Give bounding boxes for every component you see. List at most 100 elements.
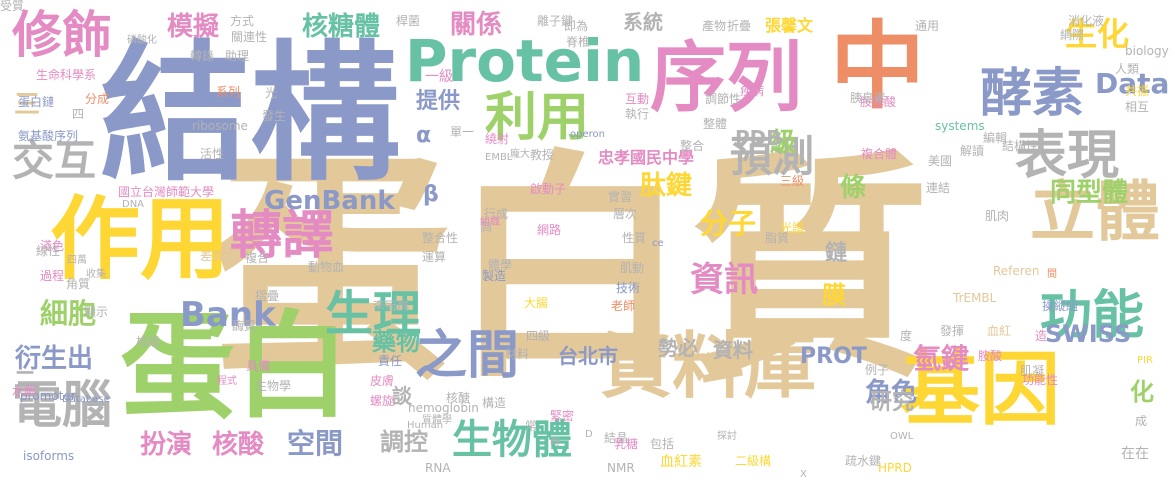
cloud-word: 血紅素	[660, 454, 702, 470]
cloud-word: 責任	[378, 354, 403, 368]
cloud-word: GenBank	[264, 186, 395, 216]
cloud-word: 結構	[100, 28, 401, 202]
cloud-word: 連結	[926, 181, 951, 195]
cloud-word: 結構性	[1002, 139, 1039, 153]
cloud-word: 中	[830, 12, 926, 122]
cloud-word: 蛋白	[120, 300, 351, 434]
cloud-word: 李冠群	[373, 299, 410, 313]
cloud-word: 教授	[530, 148, 555, 162]
cloud-word: 核醣	[446, 391, 471, 405]
cloud-word: 複合	[245, 251, 270, 265]
cloud-word: 執行	[625, 107, 650, 121]
cloud-word: 血紅	[987, 324, 1012, 338]
cloud-word: 忠孝國民中學	[598, 148, 695, 167]
cloud-word: 組織	[480, 217, 500, 228]
cloud-word: 螺旋	[370, 394, 395, 408]
cloud-word: 例子	[865, 363, 890, 377]
cloud-word: 二	[14, 368, 37, 393]
cloud-word: 活性	[200, 147, 225, 161]
cloud-word: 生理	[325, 286, 422, 342]
cloud-word: 核酸	[212, 430, 265, 460]
cloud-word: EMBL	[485, 152, 513, 163]
cloud-word: 層次	[613, 207, 638, 221]
cloud-word: 編輯	[983, 131, 1008, 145]
cloud-word: 體學	[488, 258, 513, 272]
cloud-word: 構造	[482, 396, 507, 410]
cloud-word: operon	[570, 129, 605, 140]
cloud-word: SWISS	[1045, 320, 1132, 348]
cloud-word: PDB	[735, 126, 782, 150]
cloud-word: 受質	[0, 0, 25, 13]
cloud-word: 複合體	[861, 147, 898, 161]
cloud-word: 蛋白質	[210, 130, 931, 410]
cloud-word: 方式	[230, 14, 255, 28]
cloud-word: 探討	[717, 431, 737, 442]
cloud-word: 功能性	[1022, 373, 1059, 387]
cloud-word: 脂質	[765, 231, 790, 245]
cloud-word: PIR	[1137, 355, 1153, 366]
cloud-word: 三	[14, 90, 41, 120]
cloud-word: 關連性	[231, 30, 268, 44]
cloud-word: 調控	[380, 428, 428, 456]
cloud-word: 相互	[1125, 100, 1150, 114]
cloud-word: 助理	[225, 49, 250, 63]
cloud-word: 基因	[900, 343, 1060, 436]
cloud-word: 互動	[625, 92, 650, 106]
cloud-word: 技術	[616, 281, 641, 295]
cloud-word: 發揮	[940, 324, 965, 338]
cloud-word: 序列	[650, 33, 802, 122]
cloud-word: 脊椎	[566, 35, 591, 49]
cloud-word: 資訊	[690, 260, 758, 300]
cloud-word: promoter	[20, 389, 76, 403]
cloud-word: 緊密	[550, 409, 575, 423]
cloud-word: 二級構	[735, 454, 772, 468]
cloud-word: 酶質	[232, 319, 257, 333]
cloud-word: 生物體	[452, 417, 572, 463]
cloud-word: 膜	[822, 281, 846, 309]
cloud-word: 三級	[780, 174, 805, 188]
cloud-word: biology	[1125, 44, 1169, 58]
cloud-word: 時	[550, 437, 560, 448]
cloud-word: 生化	[1065, 15, 1130, 53]
cloud-word: 資料	[713, 338, 753, 362]
cloud-word: NMR	[607, 461, 635, 475]
cloud-word: 高	[480, 220, 493, 234]
cloud-word: 間	[1047, 269, 1057, 280]
cloud-word: 生命科學系	[36, 68, 97, 82]
cloud-word: D	[585, 429, 593, 440]
cloud-word: 差異	[200, 249, 225, 263]
cloud-word: 交互	[12, 136, 97, 185]
cloud-word: 作用	[50, 187, 230, 292]
cloud-word: 啟動子	[530, 182, 567, 196]
cloud-word: 核糖體	[302, 12, 381, 42]
cloud-word: Human	[407, 420, 444, 431]
cloud-word: 資料庫	[600, 324, 817, 408]
cloud-word: 同型體	[1050, 178, 1129, 208]
cloud-word: RNA	[425, 461, 451, 475]
cloud-word: isoforms	[23, 449, 75, 463]
cloud-word: 水解	[12, 384, 37, 398]
cloud-word: 四	[72, 107, 85, 121]
cloud-word: 級	[770, 128, 797, 158]
cloud-word: 網際	[1060, 28, 1085, 42]
cloud-word: 線性	[36, 244, 61, 258]
cloud-word: 國立台灣師範大學	[118, 185, 215, 199]
cloud-word: 在在	[1121, 446, 1149, 462]
cloud-word: 立體	[1030, 175, 1161, 250]
cloud-word: 蛋白鏈	[18, 95, 55, 109]
cloud-word: Protein	[405, 27, 645, 95]
cloud-word: 程式	[217, 376, 237, 387]
cloud-word: 勢必	[658, 336, 698, 360]
cloud-word: 分成	[85, 92, 110, 106]
cloud-word: 實習	[608, 190, 633, 204]
cloud-word: 調節性	[705, 92, 742, 106]
cloud-word: PROT	[800, 344, 867, 369]
cloud-word: 表現	[1015, 126, 1120, 186]
cloud-word: 行成	[484, 207, 509, 221]
cloud-word: 條	[840, 173, 867, 203]
cloud-word: 網路	[537, 223, 562, 237]
cloud-word: 操縱組	[1042, 299, 1079, 313]
cloud-word: 桿菌	[396, 14, 421, 28]
cloud-word: HPRD	[878, 461, 912, 475]
cloud-word: 肌肉	[985, 209, 1010, 223]
